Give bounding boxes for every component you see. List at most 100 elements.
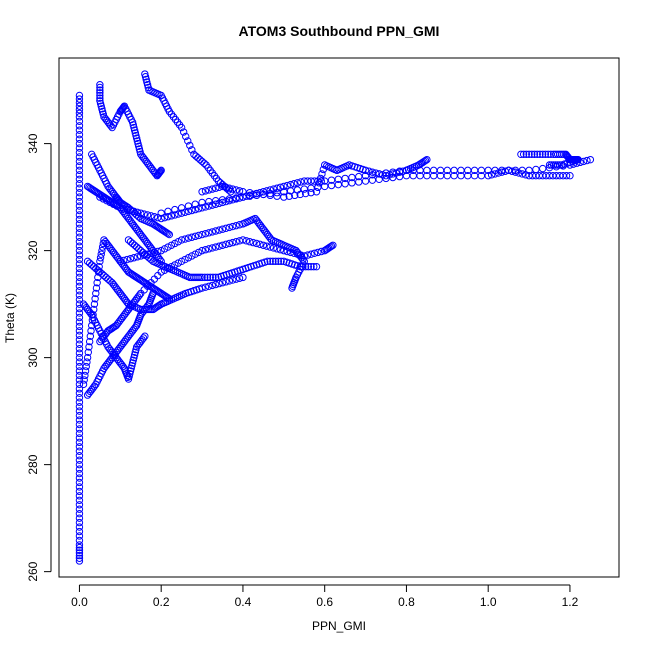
data-point (84, 348, 92, 356)
data-point (225, 223, 234, 232)
data-point (75, 483, 84, 491)
data-point (75, 394, 84, 402)
data-point (75, 371, 84, 380)
data-point (75, 546, 84, 554)
data-point (75, 438, 84, 447)
data-point (75, 95, 84, 103)
data-point (79, 380, 88, 389)
data-point (211, 184, 220, 192)
x-tick-label: 0.0 (71, 595, 88, 609)
data-point (303, 251, 312, 259)
data-point (235, 194, 244, 202)
data-point (75, 496, 84, 505)
data-point (156, 167, 165, 175)
data-point (224, 186, 233, 194)
data-point (150, 213, 159, 221)
data-point (246, 188, 254, 197)
data-point (539, 150, 547, 159)
data-point (75, 202, 84, 210)
data-point (218, 196, 227, 204)
data-point (75, 166, 84, 175)
data-point (484, 172, 492, 180)
data-point (75, 162, 84, 170)
data-point (307, 188, 315, 197)
data-point (171, 211, 179, 219)
data-point (299, 262, 307, 271)
data-point (368, 168, 377, 176)
data-point (517, 150, 525, 159)
data-point (205, 282, 213, 290)
data-point (75, 551, 84, 560)
data-point (239, 273, 247, 282)
data-point (93, 279, 101, 287)
data-point (375, 170, 383, 178)
data-point (211, 273, 220, 282)
data-point (547, 161, 556, 169)
data-point (157, 214, 165, 223)
data-point (75, 229, 84, 237)
y-tick-label: 260 (26, 561, 40, 581)
data-point (329, 241, 337, 249)
data-point (209, 273, 217, 282)
data-point (348, 173, 356, 182)
data-point (75, 407, 84, 415)
data-point (75, 188, 84, 197)
data-point (491, 170, 499, 178)
data-point (533, 150, 541, 159)
data-point (75, 557, 84, 565)
data-point (75, 443, 84, 451)
data-point (75, 536, 84, 545)
data-point (157, 166, 165, 175)
data-point (75, 113, 84, 121)
data-point (235, 187, 244, 195)
data-point (75, 175, 84, 183)
data-point (75, 197, 84, 206)
data-point (519, 150, 528, 159)
data-point (201, 246, 210, 254)
data-point (208, 185, 216, 193)
data-point (75, 193, 84, 201)
data-point (75, 478, 84, 487)
data-point (361, 177, 370, 185)
data-point (75, 153, 84, 161)
data-point (215, 242, 223, 250)
data-point (147, 305, 155, 314)
data-point (286, 187, 295, 195)
data-point (274, 257, 283, 266)
data-point (157, 257, 165, 266)
data-point (75, 251, 84, 259)
data-point (75, 523, 84, 531)
data-point (239, 236, 247, 244)
data-point (541, 150, 550, 159)
data-point (259, 241, 268, 249)
data-point (232, 194, 240, 202)
data-point (211, 196, 220, 205)
data-point (299, 255, 307, 264)
data-point (164, 207, 172, 216)
data-point (285, 192, 293, 200)
data-point (75, 532, 84, 540)
data-point (300, 185, 308, 193)
data-point (293, 179, 302, 187)
data-point (75, 425, 84, 433)
data-point (259, 190, 268, 199)
data-point (266, 186, 274, 194)
data-point (271, 257, 280, 266)
data-point (208, 244, 216, 252)
data-point (75, 322, 84, 331)
y-tick-label: 280 (26, 454, 40, 474)
x-axis: 0.0 0.2 0.4 0.6 0.8 1.0 1.2 (71, 584, 579, 609)
data-point (75, 126, 84, 134)
data-point (75, 139, 84, 148)
data-point (263, 257, 272, 266)
data-point (123, 255, 131, 264)
data-point (307, 262, 315, 271)
data-point (96, 91, 104, 100)
y-tick-label: 300 (26, 347, 40, 367)
data-point (75, 233, 84, 241)
data-point (75, 211, 84, 219)
data-point (229, 222, 237, 231)
data-point (348, 179, 356, 187)
data-point (273, 184, 281, 192)
data-point (225, 277, 234, 285)
